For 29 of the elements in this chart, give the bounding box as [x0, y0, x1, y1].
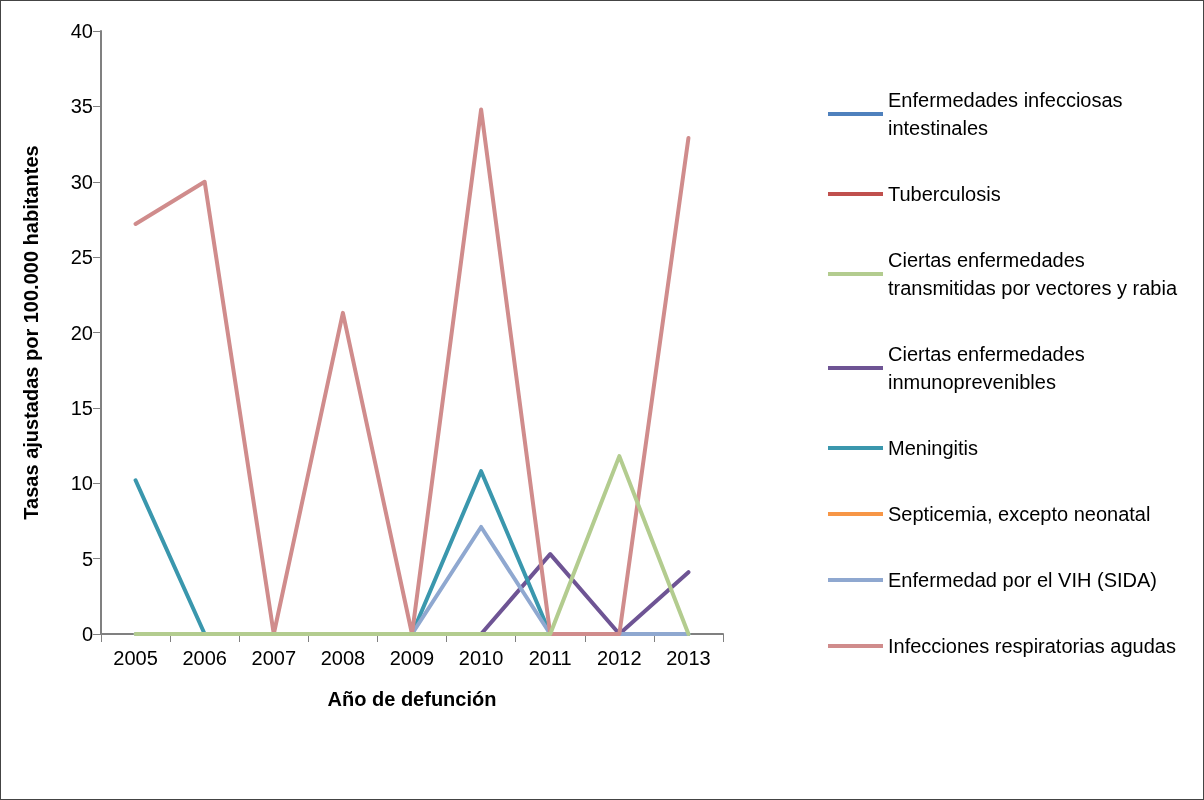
legend-label: Meningitis	[888, 437, 979, 459]
y-tick-label: 15	[70, 396, 93, 419]
x-tick-label: 2013	[666, 647, 711, 669]
legend-label: Ciertas enfermedades transmitidas por vectores y rabia	[888, 249, 1178, 299]
y-tick-label: 40	[70, 20, 93, 42]
legend-label: Infecciones respiratorias agudas	[888, 635, 1176, 657]
y-axis-title: Tasas ajustadas por 100.000 habitantes	[20, 145, 42, 520]
line-series	[133, 107, 691, 636]
y-tick-label: 35	[70, 95, 93, 118]
x-tick-label: 2009	[389, 647, 435, 669]
y-tick-label: 5	[81, 547, 93, 570]
x-tick-label: 2006	[182, 647, 227, 669]
y-tick-label: 20	[70, 321, 93, 344]
y-tick-label: 30	[70, 170, 93, 193]
x-tick-label: 2012	[597, 647, 642, 669]
legend-label: Tuberculosis	[888, 183, 1001, 205]
legend-label: Ciertas enfermedades inmunoprevenibles	[888, 343, 1091, 393]
x-tick-label: 2010	[458, 647, 504, 669]
legend-label: Septicemia, excepto neonatal	[888, 503, 1151, 525]
legend-label: Enfermedad por el VIH (SIDA)	[888, 569, 1157, 591]
x-tick-label: 2005	[113, 647, 158, 669]
x-tick-label: 2008	[320, 647, 366, 669]
x-tick-label: 2007	[251, 647, 297, 669]
y-tick-label: 10	[70, 472, 93, 495]
y-tick-label: 25	[70, 246, 93, 269]
y-tick-label: 0	[81, 623, 93, 645]
legend-label: Enfermedades infecciosas intestinales	[888, 89, 1129, 139]
x-axis-title: Año de defunción	[327, 688, 497, 710]
x-tick-label: 2011	[528, 647, 572, 669]
